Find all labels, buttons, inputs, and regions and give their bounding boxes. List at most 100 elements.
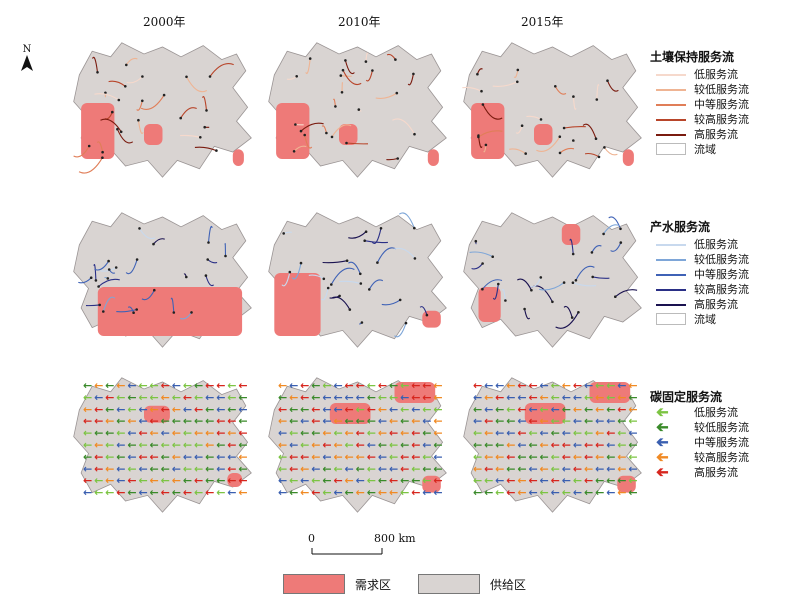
carbon-flow-arrow: ← [551, 403, 560, 416]
carbon-flow-arrow: ← [311, 462, 320, 475]
water-legend-label: 低服务流 [694, 238, 738, 251]
carbon-flow-arrow: ← [205, 486, 214, 499]
carbon-flow-arrow: ← [367, 474, 376, 487]
carbon-flow-arrow: ← [356, 439, 365, 452]
carbon-flow-arrow: ← [400, 427, 409, 440]
basin-node [111, 110, 114, 114]
service-flow-line [100, 267, 117, 272]
basin-node [395, 91, 399, 95]
basin-node [207, 241, 210, 244]
service-flow-line [554, 86, 567, 95]
carbon-flow-arrow: ← [345, 474, 354, 487]
demand-region [227, 473, 243, 487]
carbon-flow-arrow: ← [300, 439, 309, 452]
carbon-flow-arrow: ← [139, 474, 148, 487]
carbon-flow-arrow: ← [422, 403, 431, 416]
demand-region [422, 475, 441, 493]
basin-node [119, 130, 123, 134]
service-flow-line [614, 289, 638, 298]
service-flow-line [371, 228, 382, 245]
service-flow-line [368, 279, 384, 290]
basin-node [96, 71, 99, 74]
carbon-flow-arrow: ← [311, 415, 320, 428]
carbon-flow-arrow: ← [94, 474, 103, 487]
carbon-flow-arrow: ← [139, 450, 148, 463]
carbon-flow-arrow: ← [194, 403, 203, 416]
carbon-flow-arrow: ← [617, 439, 626, 452]
basin-node [602, 232, 605, 236]
service-flow-line [180, 134, 201, 138]
carbon-flow-arrow: ← [389, 403, 398, 416]
arrow-icon: ➔ [656, 403, 669, 421]
carbon-flow-arrow: ← [150, 427, 159, 440]
basin-node [539, 118, 543, 121]
map-panel [73, 42, 252, 178]
basin-node [179, 116, 182, 120]
carbon-legend-row: ➔ 较高服务流 [656, 448, 749, 466]
carbon-flow-arrow: ← [617, 462, 626, 475]
carbon-flow-arrow: ← [161, 379, 170, 392]
basin-node [425, 313, 429, 317]
service-flow-line [365, 70, 373, 82]
flow-line-swatch [656, 253, 686, 265]
carbon-flow-arrow: ← [278, 391, 287, 404]
carbon-flow-arrow: ← [484, 486, 493, 499]
carbon-flow-arrow: ← [617, 403, 626, 416]
carbon-flow-arrow: ← [289, 474, 298, 487]
basin-node [345, 141, 348, 145]
basin-node [326, 286, 330, 290]
carbon-flow-arrow: ← [606, 415, 615, 428]
carbon-flow-arrow: ← [473, 403, 482, 416]
basin-node [516, 68, 520, 72]
basin-node [141, 99, 144, 103]
carbon-flow-arrow: ← [183, 462, 192, 475]
carbon-flow-arrow: ← [367, 462, 376, 475]
carbon-flow-arrow: ← [194, 462, 203, 475]
carbon-flow-arrow: ← [289, 427, 298, 440]
arrow-icon: ➔ [656, 418, 669, 436]
service-flow-line [610, 242, 622, 252]
carbon-flow-arrow: ← [595, 486, 604, 499]
carbon-flow-arrow: ← [172, 462, 181, 475]
basin-node [614, 295, 617, 298]
service-flow-line [136, 100, 143, 111]
carbon-flow-arrow: ← [389, 379, 398, 392]
carbon-flow-arrow: ← [584, 486, 593, 499]
scale-end: 800 km [374, 532, 416, 545]
carbon-flow-arrow: ← [238, 462, 247, 475]
scale-bar: 0 800 km [306, 532, 416, 560]
bottom-legend-demand: 需求区 [283, 574, 391, 594]
carbon-flow-arrow: ← [606, 486, 615, 499]
carbon-flow-arrow: ← [150, 462, 159, 475]
basin-node [594, 137, 598, 140]
carbon-flow-arrow: ← [150, 379, 159, 392]
carbon-flow-arrow: ← [289, 439, 298, 452]
basin-node [523, 307, 526, 311]
carbon-flow-arrow: ← [400, 415, 409, 428]
carbon-flow-arrow: ← [495, 486, 504, 499]
demand-region [394, 382, 436, 403]
carbon-flow-arrow: ← [311, 391, 320, 404]
carbon-flow-arrow: ← [422, 450, 431, 463]
carbon-flow-arrow: ← [573, 391, 582, 404]
carbon-flow-arrow: ← [628, 379, 637, 392]
carbon-flow-arrow: ← [606, 439, 615, 452]
basin-node [572, 95, 575, 98]
carbon-flow-arrow: ← [584, 391, 593, 404]
carbon-flow-arrow: ← [227, 462, 236, 475]
soil-legend-label: 较高服务流 [694, 113, 749, 126]
service-flow-line [555, 312, 579, 329]
soil-legend-label: 高服务流 [694, 128, 738, 141]
carbon-flow-arrow: ← [573, 439, 582, 452]
carbon-flow-arrow: ← [150, 403, 159, 416]
basin-node [215, 149, 218, 152]
carbon-flow-arrow: ← [506, 427, 515, 440]
legend-soil-title: 土壤保持服务流 [650, 50, 735, 64]
carbon-flow-arrow: ← [183, 427, 192, 440]
carbon-flow-arrow: ← [105, 439, 114, 452]
service-flow-line [339, 280, 361, 285]
carbon-flow-arrow: ← [400, 403, 409, 416]
carbon-flow-arrow: ← [83, 474, 92, 487]
carbon-flow-arrow: ← [194, 486, 203, 499]
supply-label: 供给区 [490, 577, 527, 592]
